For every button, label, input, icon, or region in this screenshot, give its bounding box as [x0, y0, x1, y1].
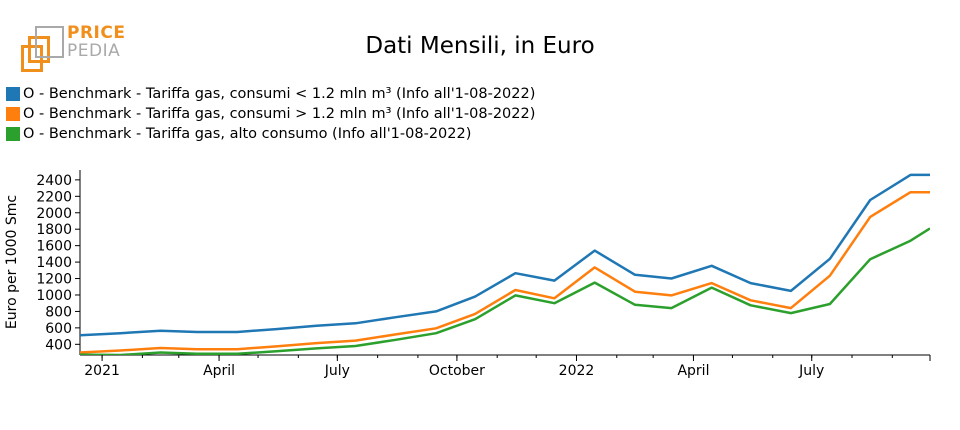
x-tick-label: 2022	[559, 363, 595, 379]
y-tick-label: 1600	[36, 239, 72, 255]
y-axis-label: Euro per 1000 Smc	[4, 195, 20, 329]
legend-item-very-high-consumption[interactable]: O - Benchmark - Tariffa gas, alto consum…	[6, 124, 535, 144]
logo-price-text: PRICE	[67, 23, 126, 43]
logo-pedia-text: PEDIA	[67, 41, 121, 61]
y-tick-label: 1800	[36, 222, 72, 238]
x-tick-label: July	[324, 363, 350, 379]
chart-title: Dati Mensili, in Euro	[365, 33, 595, 59]
x-tick-label: April	[203, 363, 235, 379]
y-tick-label: 2200	[36, 189, 72, 205]
y-tick-label: 600	[45, 321, 72, 337]
legend-label: O - Benchmark - Tariffa gas, consumi > 1…	[23, 106, 536, 122]
y-tick-label: 1400	[36, 255, 72, 271]
series-line-1[interactable]	[80, 190, 930, 354]
pricepedia-logo: PRICE PEDIA	[18, 24, 128, 74]
series-line-0[interactable]	[80, 173, 930, 337]
chart-legend: O - Benchmark - Tariffa gas, consumi < 1…	[6, 84, 535, 144]
y-tick-label: 400	[45, 337, 72, 353]
legend-item-high-consumption[interactable]: O - Benchmark - Tariffa gas, consumi > 1…	[6, 104, 535, 124]
chart-series	[80, 173, 930, 355]
legend-swatch	[6, 127, 20, 141]
legend-swatch	[6, 87, 20, 101]
y-tick-label: 2000	[36, 206, 72, 222]
x-tick-label: July	[798, 363, 824, 379]
y-tick-label: 800	[45, 304, 72, 320]
legend-swatch	[6, 107, 20, 121]
logo-mark-icon	[21, 26, 64, 72]
y-tick-label: 1200	[36, 272, 72, 288]
legend-item-low-consumption[interactable]: O - Benchmark - Tariffa gas, consumi < 1…	[6, 84, 535, 104]
x-tick-label: April	[677, 363, 709, 379]
series-line-2[interactable]	[80, 227, 930, 355]
legend-label: O - Benchmark - Tariffa gas, alto consum…	[23, 126, 472, 142]
x-tick-label: October	[429, 363, 485, 379]
x-tick-label: 2021	[84, 363, 120, 379]
y-tick-label: 2400	[36, 173, 72, 189]
y-tick-label: 1000	[36, 288, 72, 304]
legend-label: O - Benchmark - Tariffa gas, consumi < 1…	[23, 86, 536, 102]
